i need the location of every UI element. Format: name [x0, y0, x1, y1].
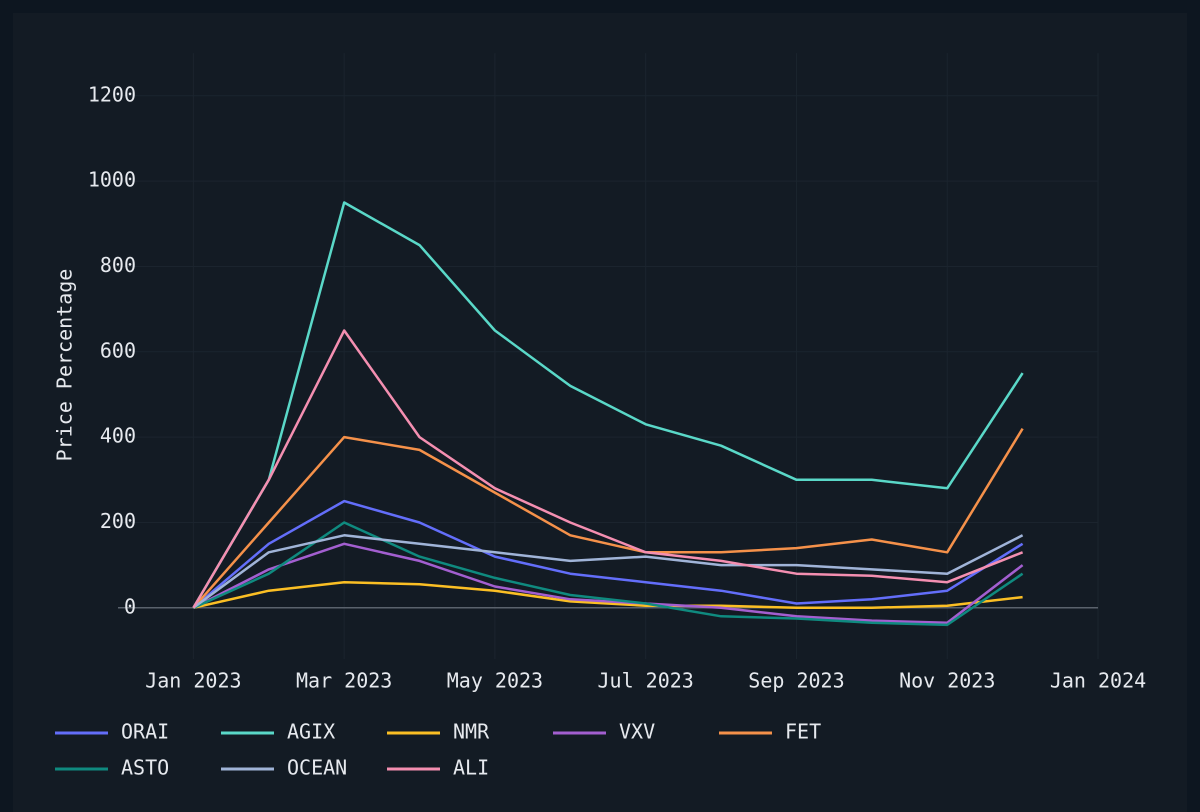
y-tick-label: 1000: [88, 168, 136, 192]
x-tick-label: Nov 2023: [899, 669, 995, 693]
y-tick-label: 0: [124, 594, 136, 618]
x-tick-label: Sep 2023: [748, 669, 844, 693]
x-tick-label: Mar 2023: [296, 669, 392, 693]
x-tick-label: May 2023: [447, 669, 543, 693]
legend-label[interactable]: ASTO: [121, 756, 169, 780]
series-line: [193, 580, 1023, 610]
y-tick-label: 400: [100, 424, 136, 448]
legend-label[interactable]: FET: [785, 720, 821, 744]
y-axis-label: Price Percentage: [53, 269, 77, 462]
y-tick-label: 200: [100, 509, 136, 533]
legend-label[interactable]: VXV: [619, 720, 655, 744]
y-tick-label: 800: [100, 253, 136, 277]
series-line: [192, 427, 1024, 609]
legend-label[interactable]: AGIX: [287, 720, 335, 744]
legend-label[interactable]: ORAI: [121, 720, 169, 744]
series-line: [192, 499, 1024, 609]
panel: [13, 13, 1187, 812]
y-tick-label: 600: [100, 338, 136, 362]
x-tick-label: Jul 2023: [598, 669, 694, 693]
series-line: [192, 329, 1024, 609]
legend-label[interactable]: ALI: [453, 756, 489, 780]
legend-label[interactable]: OCEAN: [287, 756, 347, 780]
series-line: [192, 201, 1024, 609]
x-tick-label: Jan 2024: [1050, 669, 1146, 693]
series-line: [192, 534, 1024, 609]
y-tick-label: 1200: [88, 82, 136, 106]
x-tick-label: Jan 2023: [145, 669, 241, 693]
series-line: [192, 521, 1024, 627]
legend-label[interactable]: NMR: [453, 720, 490, 744]
series-line: [192, 542, 1024, 624]
